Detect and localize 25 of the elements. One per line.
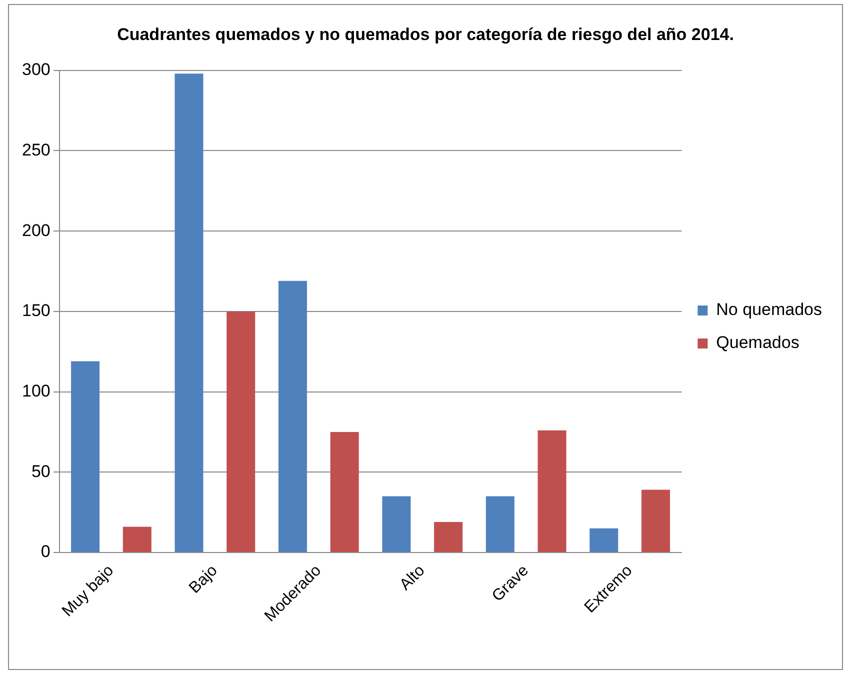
- y-tick-label: 100: [22, 381, 50, 400]
- bar: [71, 361, 100, 552]
- bar: [122, 526, 152, 552]
- x-tick-label: Muy bajo: [59, 562, 118, 620]
- y-tick-label: 300: [22, 60, 50, 80]
- chart-title: Cuadrantes quemados y no quemados por categoría de riesgo del año 2014.: [117, 24, 734, 44]
- y-tick-label: 200: [22, 220, 50, 240]
- bar: [538, 430, 566, 552]
- bar: [330, 432, 359, 552]
- bar: [226, 311, 256, 552]
- y-tick-label: 150: [22, 301, 50, 320]
- x-tick-label: Alto: [396, 562, 428, 594]
- bar: [174, 74, 204, 552]
- bar: [278, 280, 307, 552]
- legend-label: Quemados: [716, 333, 800, 352]
- legend-label: No quemados: [716, 300, 822, 320]
- y-tick-label: 50: [31, 462, 50, 481]
- bar: [434, 522, 463, 552]
- bar: [382, 496, 411, 552]
- bar: [641, 490, 670, 552]
- y-tick-label: 0: [40, 542, 50, 562]
- bar: [486, 496, 514, 552]
- bar: [590, 528, 618, 552]
- x-tick-label: Bajo: [186, 562, 221, 597]
- y-tick-label: 250: [22, 140, 50, 160]
